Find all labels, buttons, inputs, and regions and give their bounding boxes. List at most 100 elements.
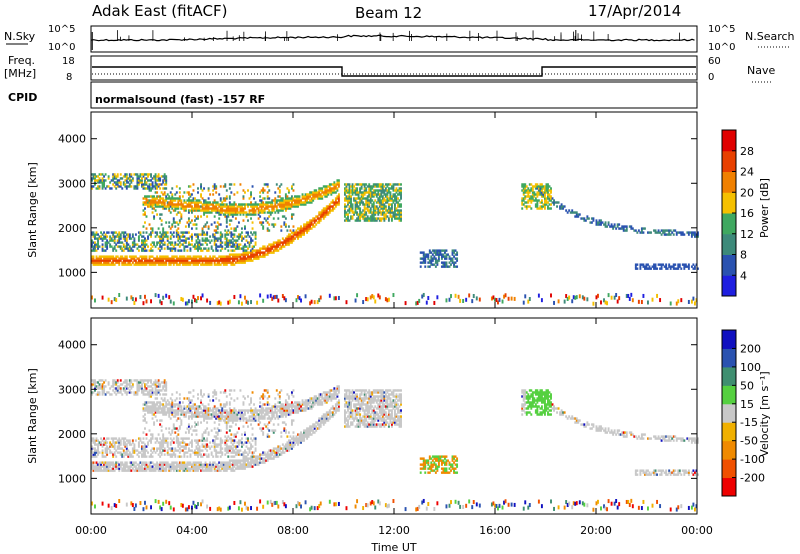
velocity-cell (174, 461, 177, 464)
velocity-cell (106, 467, 109, 470)
velocity-cell (165, 405, 168, 408)
power-cell (137, 181, 140, 184)
velocity-cell (186, 427, 189, 430)
power-cell (104, 233, 107, 236)
velocity-cell (113, 441, 116, 444)
power-cell (147, 187, 149, 190)
velocity-cell (160, 467, 163, 470)
power-cell (113, 297, 116, 302)
power-cell (277, 298, 280, 303)
power-cell (253, 209, 256, 212)
power-cell (178, 221, 181, 224)
power-cell (436, 253, 439, 256)
velocity-cell (197, 502, 199, 507)
power-cell (453, 263, 455, 266)
power-cell (112, 175, 115, 178)
power-cell (101, 177, 104, 180)
power-cell (109, 235, 112, 238)
power-cell (218, 205, 221, 208)
velocity-cell (203, 453, 206, 456)
power-cell (693, 235, 696, 238)
power-cell (239, 213, 242, 216)
velocity-cell (157, 379, 160, 382)
power-cell (322, 213, 325, 216)
velocity-cell (145, 383, 148, 386)
power-cell (237, 203, 240, 206)
velocity-cell (165, 461, 168, 464)
power-cell (266, 211, 269, 214)
power-cell (216, 203, 219, 206)
power-cell (227, 249, 230, 252)
velocity-cell (127, 449, 130, 452)
power-cell (165, 257, 168, 260)
power-cell (160, 175, 163, 178)
power-cell (187, 201, 190, 204)
power-cell (274, 223, 277, 226)
power-cell (290, 187, 293, 190)
power-cell (128, 175, 131, 178)
power-cell (186, 261, 189, 264)
power-cell (398, 199, 401, 202)
power-cell (448, 257, 451, 260)
velocity-cell (139, 467, 142, 470)
power-cell (256, 203, 259, 206)
power-cell (183, 245, 186, 248)
power-cell (322, 193, 325, 196)
power-cell (278, 205, 281, 208)
velocity-cell (125, 453, 128, 456)
power-cell (180, 207, 183, 210)
power-cell (366, 191, 369, 194)
power-cell (537, 293, 540, 298)
power-cell (545, 199, 548, 202)
velocity-cell (162, 463, 165, 466)
power-cell (354, 191, 357, 194)
velocity-cell (165, 403, 168, 406)
power-cell (195, 223, 198, 226)
velocity-cell (103, 455, 106, 458)
power-cell (262, 197, 265, 200)
power-cell (253, 253, 256, 256)
power-cell (174, 193, 177, 196)
power-cell (434, 249, 437, 252)
power-cell (663, 229, 666, 232)
velocity-cell (187, 467, 190, 470)
power-cell (124, 179, 127, 182)
power-cell (542, 203, 545, 206)
velocity-cell (144, 445, 146, 448)
power-cell (377, 197, 380, 200)
power-cell (216, 231, 219, 234)
power-cell (524, 187, 527, 190)
power-cell (400, 215, 402, 218)
power-cell (260, 247, 263, 250)
power-cell (227, 215, 230, 218)
power-cell (295, 199, 298, 202)
power-cell (115, 183, 118, 186)
velocity-cell (150, 453, 152, 456)
velocity-cell (130, 469, 133, 472)
power-cell (695, 298, 698, 303)
power-cell (547, 201, 549, 204)
velocity-cell (142, 379, 145, 382)
power-cell (91, 243, 93, 246)
velocity-cell (195, 461, 198, 464)
power-cell (174, 203, 177, 206)
power-cell (433, 249, 436, 252)
velocity-cell (131, 455, 134, 458)
power-cell (674, 229, 677, 232)
power-cell (609, 225, 612, 228)
power-cell (159, 241, 162, 244)
velocity-cell (160, 445, 163, 448)
power-cell (192, 257, 195, 260)
velocity-cell (154, 407, 157, 410)
power-cell (327, 189, 330, 192)
power-cell (197, 205, 199, 208)
power-cell (244, 253, 246, 256)
power-cell (684, 263, 687, 266)
velocity-cell (201, 467, 204, 470)
power-cell (131, 249, 134, 252)
velocity-cell (116, 381, 119, 384)
velocity-cell (177, 417, 180, 420)
ytick-label: 1000 (58, 266, 86, 279)
power-cell (375, 217, 378, 220)
power-cell (153, 207, 156, 210)
